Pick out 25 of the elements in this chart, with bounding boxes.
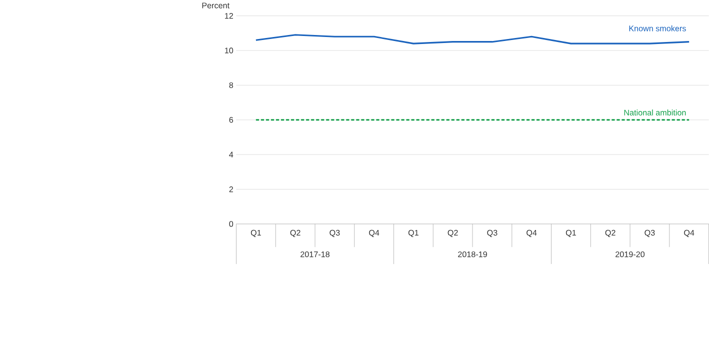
x-tick-label: Q1: [566, 230, 576, 237]
y-tick-label: 12: [225, 12, 233, 18]
y-axis-title: Percent: [202, 2, 230, 8]
text: 2019-20: [616, 251, 645, 257]
x-tick-label: Q1: [408, 230, 418, 237]
x-tick-label: Q4: [684, 230, 694, 237]
x-tick-label: Q2: [605, 230, 616, 237]
x-tick-label: Q3: [644, 230, 655, 237]
x-tick-label: Q3: [330, 230, 340, 237]
x-tick-label: Q4: [369, 230, 380, 237]
x-tick-label: Q1: [250, 230, 261, 237]
x-tick-label: Q4: [526, 230, 537, 237]
y-tick-label: 0: [229, 220, 234, 227]
y-tick-label: 2: [229, 186, 233, 192]
x-tick-label: Q2: [290, 230, 300, 237]
y-tick-label: 6: [229, 116, 234, 123]
y-tick-label: 10: [225, 47, 234, 54]
x-tick-label: Q3: [487, 230, 498, 237]
y-tick-label: 4: [229, 152, 234, 158]
y-tick-label: 8: [229, 82, 234, 88]
text: 2018-19: [458, 251, 487, 257]
x-tick-label: Q2: [448, 230, 458, 237]
ref-line-label: National ambition: [624, 109, 686, 116]
series-label: Known smokers: [629, 25, 686, 32]
text: 2017-18: [300, 251, 330, 257]
